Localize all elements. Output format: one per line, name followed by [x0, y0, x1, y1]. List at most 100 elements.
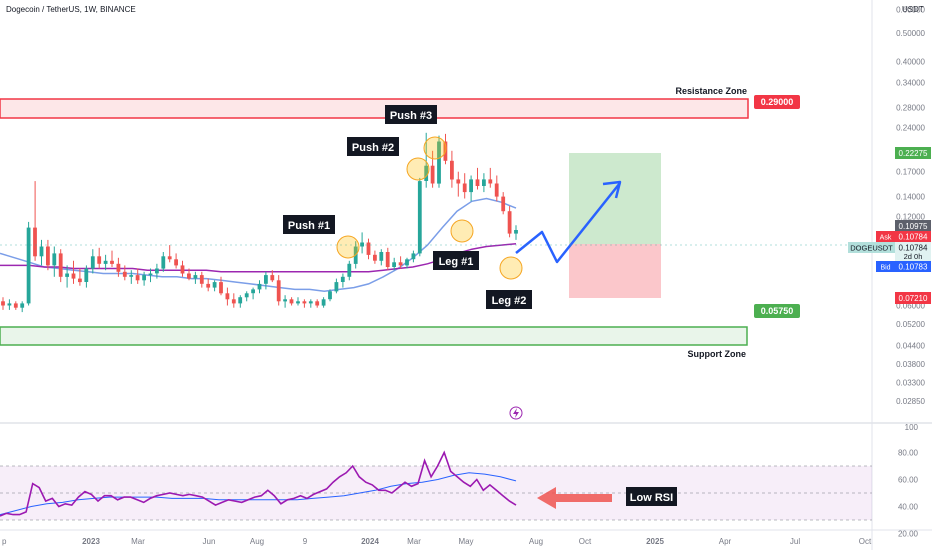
candle[interactable]: [276, 275, 281, 306]
candle[interactable]: [219, 276, 223, 296]
candle[interactable]: [110, 250, 114, 267]
candle[interactable]: [58, 249, 63, 283]
candle[interactable]: [482, 173, 486, 193]
lightning-icon[interactable]: [509, 406, 523, 420]
candle[interactable]: [251, 287, 255, 300]
candle[interactable]: [65, 265, 69, 288]
candle[interactable]: [430, 150, 435, 188]
candle[interactable]: [450, 150, 454, 188]
rsi-axis[interactable]: 100 80.00 60.00 40.00 20.00: [898, 423, 919, 539]
candle[interactable]: [366, 238, 371, 260]
candle[interactable]: [475, 167, 480, 190]
annotation-push2[interactable]: Push #2: [347, 137, 399, 156]
candle[interactable]: [142, 271, 146, 286]
candle[interactable]: [231, 293, 236, 308]
candle[interactable]: [373, 250, 377, 264]
candle[interactable]: [507, 206, 512, 238]
rsi-line[interactable]: [0, 450, 517, 517]
candle[interactable]: [437, 135, 441, 188]
candle[interactable]: [514, 225, 518, 240]
candle[interactable]: [187, 268, 191, 281]
candle[interactable]: [264, 271, 268, 290]
candle[interactable]: [417, 177, 422, 257]
candle[interactable]: [405, 257, 409, 269]
rsi-pane[interactable]: [0, 450, 872, 521]
candle[interactable]: [321, 297, 326, 308]
candle[interactable]: [462, 173, 467, 199]
candle[interactable]: [90, 249, 95, 274]
low-rsi-arrow[interactable]: [537, 487, 612, 509]
candle[interactable]: [116, 257, 121, 277]
candle[interactable]: [334, 278, 339, 294]
candle[interactable]: [84, 265, 89, 288]
projection-path[interactable]: [515, 180, 622, 264]
candle[interactable]: [302, 299, 307, 308]
candle[interactable]: [174, 253, 178, 269]
candle[interactable]: [129, 270, 134, 284]
candle[interactable]: [52, 246, 57, 277]
candle[interactable]: [296, 297, 300, 306]
candle[interactable]: [308, 299, 313, 308]
candle[interactable]: [411, 250, 416, 263]
candle[interactable]: [392, 257, 396, 271]
long-position-tool[interactable]: [569, 153, 661, 298]
annotation-push1[interactable]: Push #1: [283, 215, 335, 234]
candle[interactable]: [39, 239, 44, 266]
candle[interactable]: [212, 280, 217, 292]
annotation-low-rsi[interactable]: Low RSI: [626, 487, 677, 506]
candle[interactable]: [283, 295, 287, 308]
time-axis[interactable]: p 2023 Mar Jun Aug 9 2024 Mar May Aug Oct 2025 Apr Ju…: [2, 537, 872, 546]
candle[interactable]: [33, 181, 37, 261]
candle[interactable]: [257, 280, 262, 294]
candle[interactable]: [167, 245, 172, 263]
candle[interactable]: [488, 167, 493, 188]
resistance-price-badge[interactable]: 0.29000: [754, 95, 800, 109]
candle[interactable]: [122, 265, 127, 281]
rsi-ma-line[interactable]: [0, 472, 517, 516]
candle[interactable]: [193, 271, 198, 284]
candle[interactable]: [26, 221, 31, 306]
candle[interactable]: [469, 175, 473, 202]
candle[interactable]: [398, 256, 403, 269]
resistance-zone[interactable]: [0, 98, 749, 119]
candle[interactable]: [155, 263, 159, 279]
candle[interactable]: [379, 249, 384, 266]
support-price-badge[interactable]: 0.05750: [754, 304, 800, 318]
candle[interactable]: [289, 297, 294, 306]
candle[interactable]: [199, 271, 204, 288]
candle[interactable]: [501, 192, 506, 215]
candle[interactable]: [360, 232, 364, 254]
candlestick-series[interactable]: [1, 132, 518, 313]
candle[interactable]: [180, 260, 185, 277]
annotation-leg1[interactable]: Leg #1: [433, 251, 479, 270]
candle[interactable]: [7, 299, 12, 310]
candle[interactable]: [494, 175, 499, 202]
candle[interactable]: [456, 171, 461, 197]
candle[interactable]: [13, 301, 18, 310]
candle[interactable]: [135, 268, 140, 284]
candle[interactable]: [206, 278, 211, 292]
candle[interactable]: [71, 260, 76, 284]
candle[interactable]: [1, 297, 5, 310]
candle[interactable]: [347, 260, 352, 281]
candle[interactable]: [225, 287, 230, 306]
candle[interactable]: [315, 299, 320, 308]
candle[interactable]: [46, 239, 50, 271]
candle[interactable]: [270, 270, 275, 283]
candle[interactable]: [340, 273, 345, 288]
support-zone[interactable]: [0, 326, 748, 346]
candle[interactable]: [328, 289, 332, 302]
candle[interactable]: [385, 247, 390, 271]
annotation-leg2[interactable]: Leg #2: [486, 290, 532, 309]
candle[interactable]: [238, 295, 243, 308]
candle[interactable]: [97, 247, 102, 269]
stop-zone[interactable]: [569, 244, 661, 298]
candle[interactable]: [161, 252, 166, 272]
annotation-push3[interactable]: Push #3: [385, 105, 437, 124]
candle[interactable]: [103, 254, 108, 271]
candle[interactable]: [148, 268, 153, 283]
candle[interactable]: [78, 268, 82, 286]
candle[interactable]: [20, 301, 25, 313]
candle[interactable]: [244, 291, 249, 302]
